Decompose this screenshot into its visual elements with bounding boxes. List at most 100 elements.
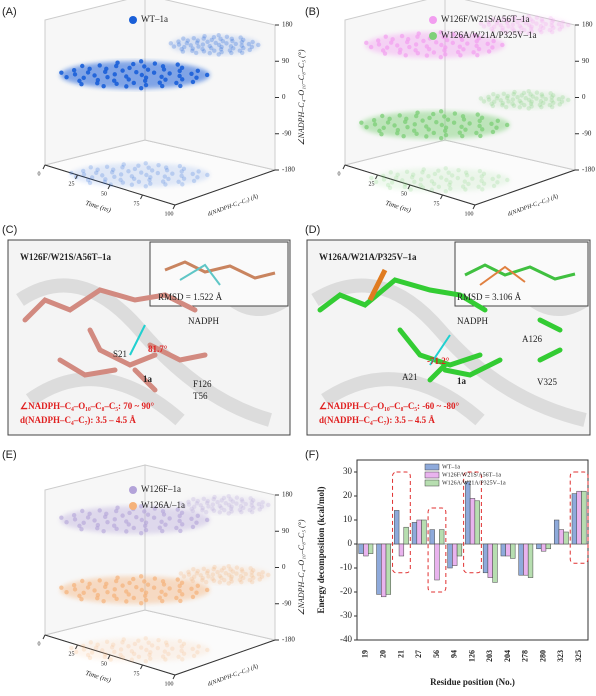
cloud-dot (549, 95, 555, 100)
cloud-dot (211, 497, 216, 502)
cloud-dot (517, 30, 522, 35)
cloud-dot (490, 28, 496, 34)
cloud-dot (237, 48, 243, 53)
cloud-dot (408, 187, 413, 192)
cloud-dot (131, 61, 136, 67)
cloud-dot (526, 31, 531, 36)
bar (510, 543, 516, 559)
cloud-dot (494, 125, 499, 130)
cloud-dot (228, 497, 233, 502)
cloud-dot (120, 513, 125, 518)
cloud-dot (537, 102, 543, 108)
bar (363, 543, 369, 557)
cloud-dot (426, 46, 432, 52)
cloud-dot (92, 518, 97, 523)
cloud-dot (81, 75, 86, 81)
cloud-dot (519, 93, 524, 98)
cloud-dot (486, 94, 491, 100)
cloud-dot (160, 598, 165, 604)
cloud-dot (195, 498, 200, 504)
cloud (359, 109, 510, 141)
time-tick-label: 25 (69, 181, 75, 187)
cloud-dot (104, 511, 109, 517)
cloud-dot (188, 43, 193, 48)
cloud-dot (201, 49, 207, 54)
bar (563, 531, 569, 545)
cloud-dot (234, 495, 240, 500)
cloud-dot (400, 178, 405, 183)
residue-label: NADPH (457, 316, 489, 326)
cloud-dot (194, 40, 200, 45)
cloud-dot (156, 637, 161, 643)
cloud-dot (537, 27, 543, 33)
cloud-dot (138, 59, 144, 64)
cloud-dot (129, 657, 135, 662)
cloud-dot (404, 116, 409, 122)
cloud-dot (503, 104, 509, 110)
cloud-dot (155, 170, 161, 176)
angle-label: 81.7° (148, 344, 168, 354)
cloud-dot (501, 91, 507, 97)
cloud-dot (205, 647, 210, 653)
cloud-dot (226, 572, 232, 578)
panel-label: (F) (305, 449, 319, 461)
bar (571, 493, 577, 545)
cloud-dot (115, 575, 120, 580)
cloud-dot (368, 44, 374, 50)
axis-line (474, 169, 576, 206)
cloud-dot (534, 96, 539, 101)
cloud-dot (424, 134, 429, 139)
cloud-dot (472, 33, 478, 38)
cloud-dot (181, 504, 187, 509)
cloud-dot (566, 97, 571, 103)
cloud-dot (196, 169, 201, 174)
cloud-dot (246, 41, 252, 47)
cloud-dot (95, 595, 100, 601)
cloud-dot (94, 645, 99, 651)
z-tick-label: 90 (282, 57, 290, 65)
cloud-dot (387, 185, 393, 191)
cloud-dot (540, 19, 545, 24)
cloud-dot (539, 104, 544, 110)
cloud-dot (124, 84, 129, 89)
cloud-dot (148, 656, 153, 661)
cloud-dot (231, 46, 236, 51)
cloud-dot (79, 527, 84, 532)
cloud-dot (143, 636, 148, 641)
cloud-dot (195, 175, 200, 180)
cloud-dot (139, 645, 144, 650)
cloud-dot (239, 43, 244, 48)
cloud-dot (495, 93, 500, 99)
cloud-dot (210, 502, 216, 507)
cloud-dot (256, 572, 262, 577)
cloud-dot (249, 500, 255, 505)
cloud-dot (120, 640, 125, 645)
cloud-dot (538, 23, 544, 29)
cloud-dot (381, 125, 386, 131)
cloud-dot (131, 595, 137, 601)
cloud-dot (503, 29, 509, 35)
cloud-dot (443, 52, 448, 57)
cloud-dot (460, 133, 465, 139)
bar (429, 529, 435, 545)
legend-marker (429, 16, 437, 24)
cloud-dot (550, 29, 555, 35)
cloud-dot (383, 34, 388, 39)
cloud-dot (85, 515, 91, 520)
x-tick-label: 20 (378, 650, 387, 658)
cloud-dot (221, 495, 227, 501)
cloud-dot (486, 49, 492, 54)
time-tick (75, 174, 78, 180)
cloud-dot (104, 164, 110, 169)
cloud-dot (414, 113, 419, 119)
cloud-dot (239, 509, 244, 515)
cloud-dot (132, 166, 138, 172)
cloud-dot (177, 163, 183, 169)
cloud-dot (375, 38, 381, 43)
cloud-dot (519, 18, 524, 23)
cloud-dot (385, 182, 391, 188)
cloud-dot (157, 595, 162, 600)
cloud-dot (176, 39, 181, 44)
cloud-dot (431, 50, 437, 55)
cloud-dot (95, 80, 100, 86)
